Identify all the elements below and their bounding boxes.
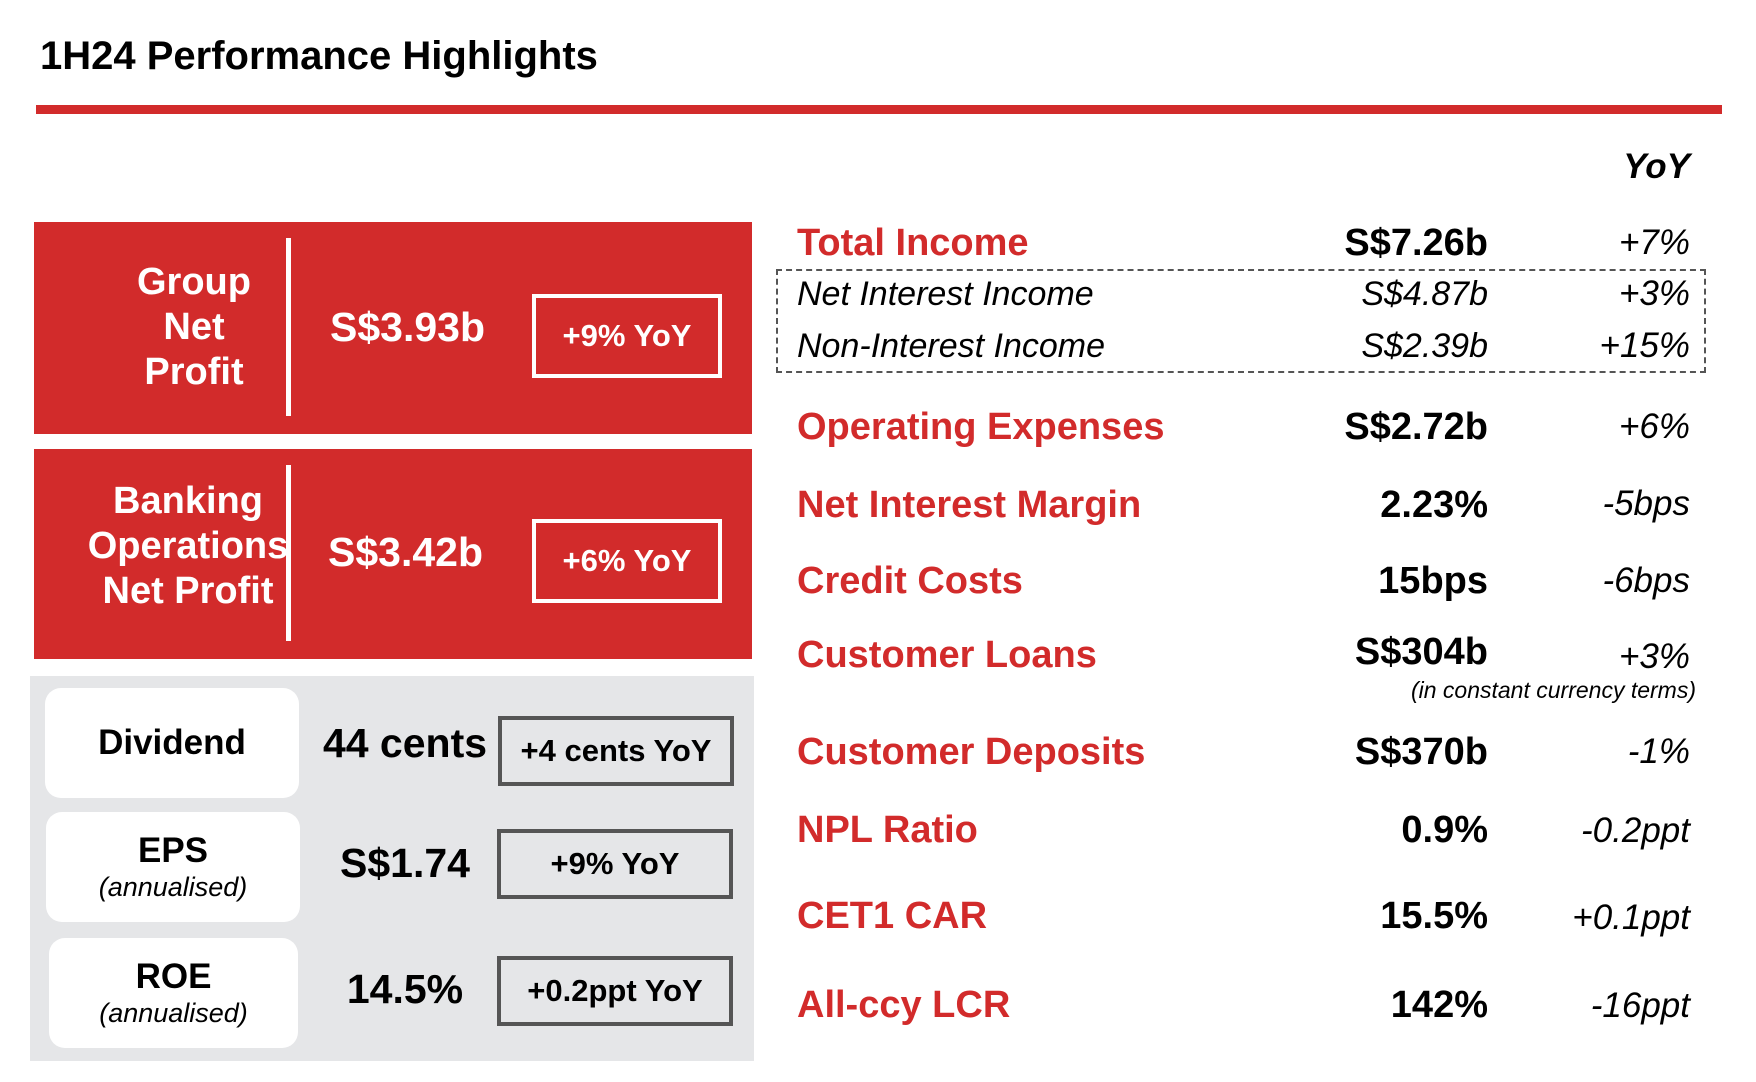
metric-value: 15bps <box>1378 560 1488 602</box>
banking-operations-yoy: +6% YoY <box>532 519 722 603</box>
metric-value: 15.5% <box>1380 895 1488 937</box>
metric-label: Net Interest Income <box>797 275 1094 313</box>
group-net-profit-yoy: +9% YoY <box>532 294 722 378</box>
banking-operations-net-profit-box: Banking Operations Net Profit S$3.42b +6… <box>34 449 752 659</box>
metric-label: Customer Loans <box>797 634 1097 676</box>
metric-value: S$7.26b <box>1344 222 1488 264</box>
title-divider <box>36 105 1722 114</box>
dividend-title: Dividend <box>98 723 246 762</box>
metric-label: Net Interest Margin <box>797 484 1142 526</box>
metric-value: 0.9% <box>1401 809 1488 851</box>
dividend-value: 44 cents <box>322 720 488 766</box>
metric-yoy: -5bps <box>1602 484 1690 523</box>
group-net-profit-value: S$3.93b <box>330 304 485 350</box>
yoy-column-header: YoY <box>1623 147 1690 186</box>
metric-yoy: +7% <box>1618 223 1690 262</box>
group-net-profit-label: Group Net Profit <box>137 261 251 393</box>
roe-yoy: +0.2ppt YoY <box>497 956 733 1026</box>
metric-value: S$370b <box>1354 731 1488 773</box>
eps-card: EPS (annualised) <box>46 812 300 922</box>
metric-yoy: +0.1ppt <box>1572 898 1690 937</box>
metric-label: All-ccy LCR <box>797 984 1011 1026</box>
metric-yoy: -0.2ppt <box>1581 811 1690 850</box>
page-title: 1H24 Performance Highlights <box>40 34 598 78</box>
metric-label: Credit Costs <box>797 560 1023 602</box>
metric-value: S$2.39b <box>1361 327 1488 365</box>
roe-card: ROE (annualised) <box>49 938 298 1048</box>
metric-yoy: +6% <box>1618 407 1690 446</box>
divider-line <box>286 238 291 416</box>
eps-subtitle: (annualised) <box>98 872 248 902</box>
metric-value: S$2.72b <box>1344 406 1488 448</box>
roe-value: 14.5% <box>346 966 464 1012</box>
banking-operations-value: S$3.42b <box>328 529 483 575</box>
metric-label: Non-Interest Income <box>797 327 1106 365</box>
group-net-profit-box: Group Net Profit S$3.93b +9% YoY <box>34 222 752 434</box>
roe-title: ROE <box>135 957 212 996</box>
income-breakdown-box <box>776 269 1706 373</box>
metric-value: S$4.87b <box>1361 275 1488 313</box>
metric-yoy: +3% <box>1618 274 1690 313</box>
divider-line <box>286 465 291 641</box>
metric-label: NPL Ratio <box>797 809 978 851</box>
dividend-yoy: +4 cents YoY <box>498 716 734 786</box>
metric-yoy: -6bps <box>1602 561 1690 600</box>
metric-yoy: -1% <box>1627 732 1690 771</box>
metric-value: S$304b <box>1354 631 1488 673</box>
metric-value: 142% <box>1390 984 1488 1026</box>
metric-label: Customer Deposits <box>797 731 1146 773</box>
per-share-panel: Dividend 44 cents +4 cents YoY EPS (annu… <box>30 676 754 1061</box>
eps-title: EPS <box>137 831 209 870</box>
metric-label: CET1 CAR <box>797 895 988 937</box>
dividend-card: Dividend <box>45 688 299 798</box>
constant-currency-note: (in constant currency terms) <box>1410 677 1696 703</box>
eps-value: S$1.74 <box>340 840 470 886</box>
roe-subtitle: (annualised) <box>99 998 248 1028</box>
banking-operations-label: Banking Operations Net Profit <box>87 480 289 612</box>
metric-value: 2.23% <box>1380 484 1488 526</box>
metric-label: Total Income <box>797 222 1029 264</box>
eps-yoy: +9% YoY <box>497 829 733 899</box>
metric-yoy: +15% <box>1599 326 1691 365</box>
metric-yoy: +3% <box>1618 637 1690 676</box>
metric-yoy: -16ppt <box>1590 986 1690 1025</box>
metric-label: Operating Expenses <box>797 406 1165 448</box>
